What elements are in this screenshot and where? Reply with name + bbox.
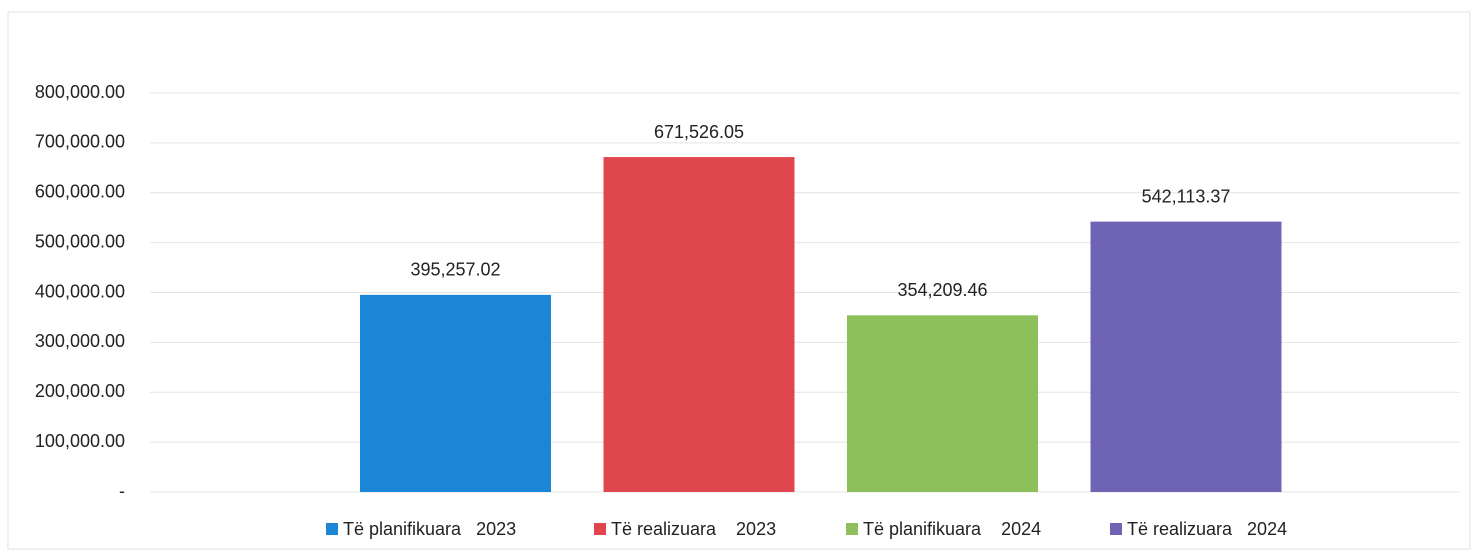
bar [360,294,551,492]
value-label: 671,526.05 [654,122,744,142]
value-label: 354,209.46 [897,280,987,300]
legend-swatch [326,523,338,535]
legend-swatch [1110,523,1122,535]
y-tick-label: 700,000.00 [35,132,125,152]
legend-label: Të realizuara 2024 [1127,519,1287,539]
y-tick-label: 600,000.00 [35,182,125,202]
y-tick-label: 800,000.00 [35,82,125,102]
legend-label: Të planifikuara 2023 [343,519,516,539]
legend-swatch [846,523,858,535]
y-tick-label: 300,000.00 [35,331,125,351]
bar [603,157,795,492]
y-tick-label: 400,000.00 [35,281,125,301]
legend-swatch [594,523,606,535]
y-tick-label: 200,000.00 [35,381,125,401]
bar [847,315,1038,492]
legend-label: Të planifikuara 2024 [863,519,1041,539]
legend-label: Të realizuara 2023 [611,519,776,539]
y-tick-label: 500,000.00 [35,231,125,251]
bar [1090,221,1282,492]
value-label: 542,113.37 [1142,186,1231,206]
y-tick-label: 100,000.00 [35,431,125,451]
value-label: 395,257.02 [410,260,500,280]
chart-frame [7,11,1471,550]
y-tick-label: - [119,481,125,501]
